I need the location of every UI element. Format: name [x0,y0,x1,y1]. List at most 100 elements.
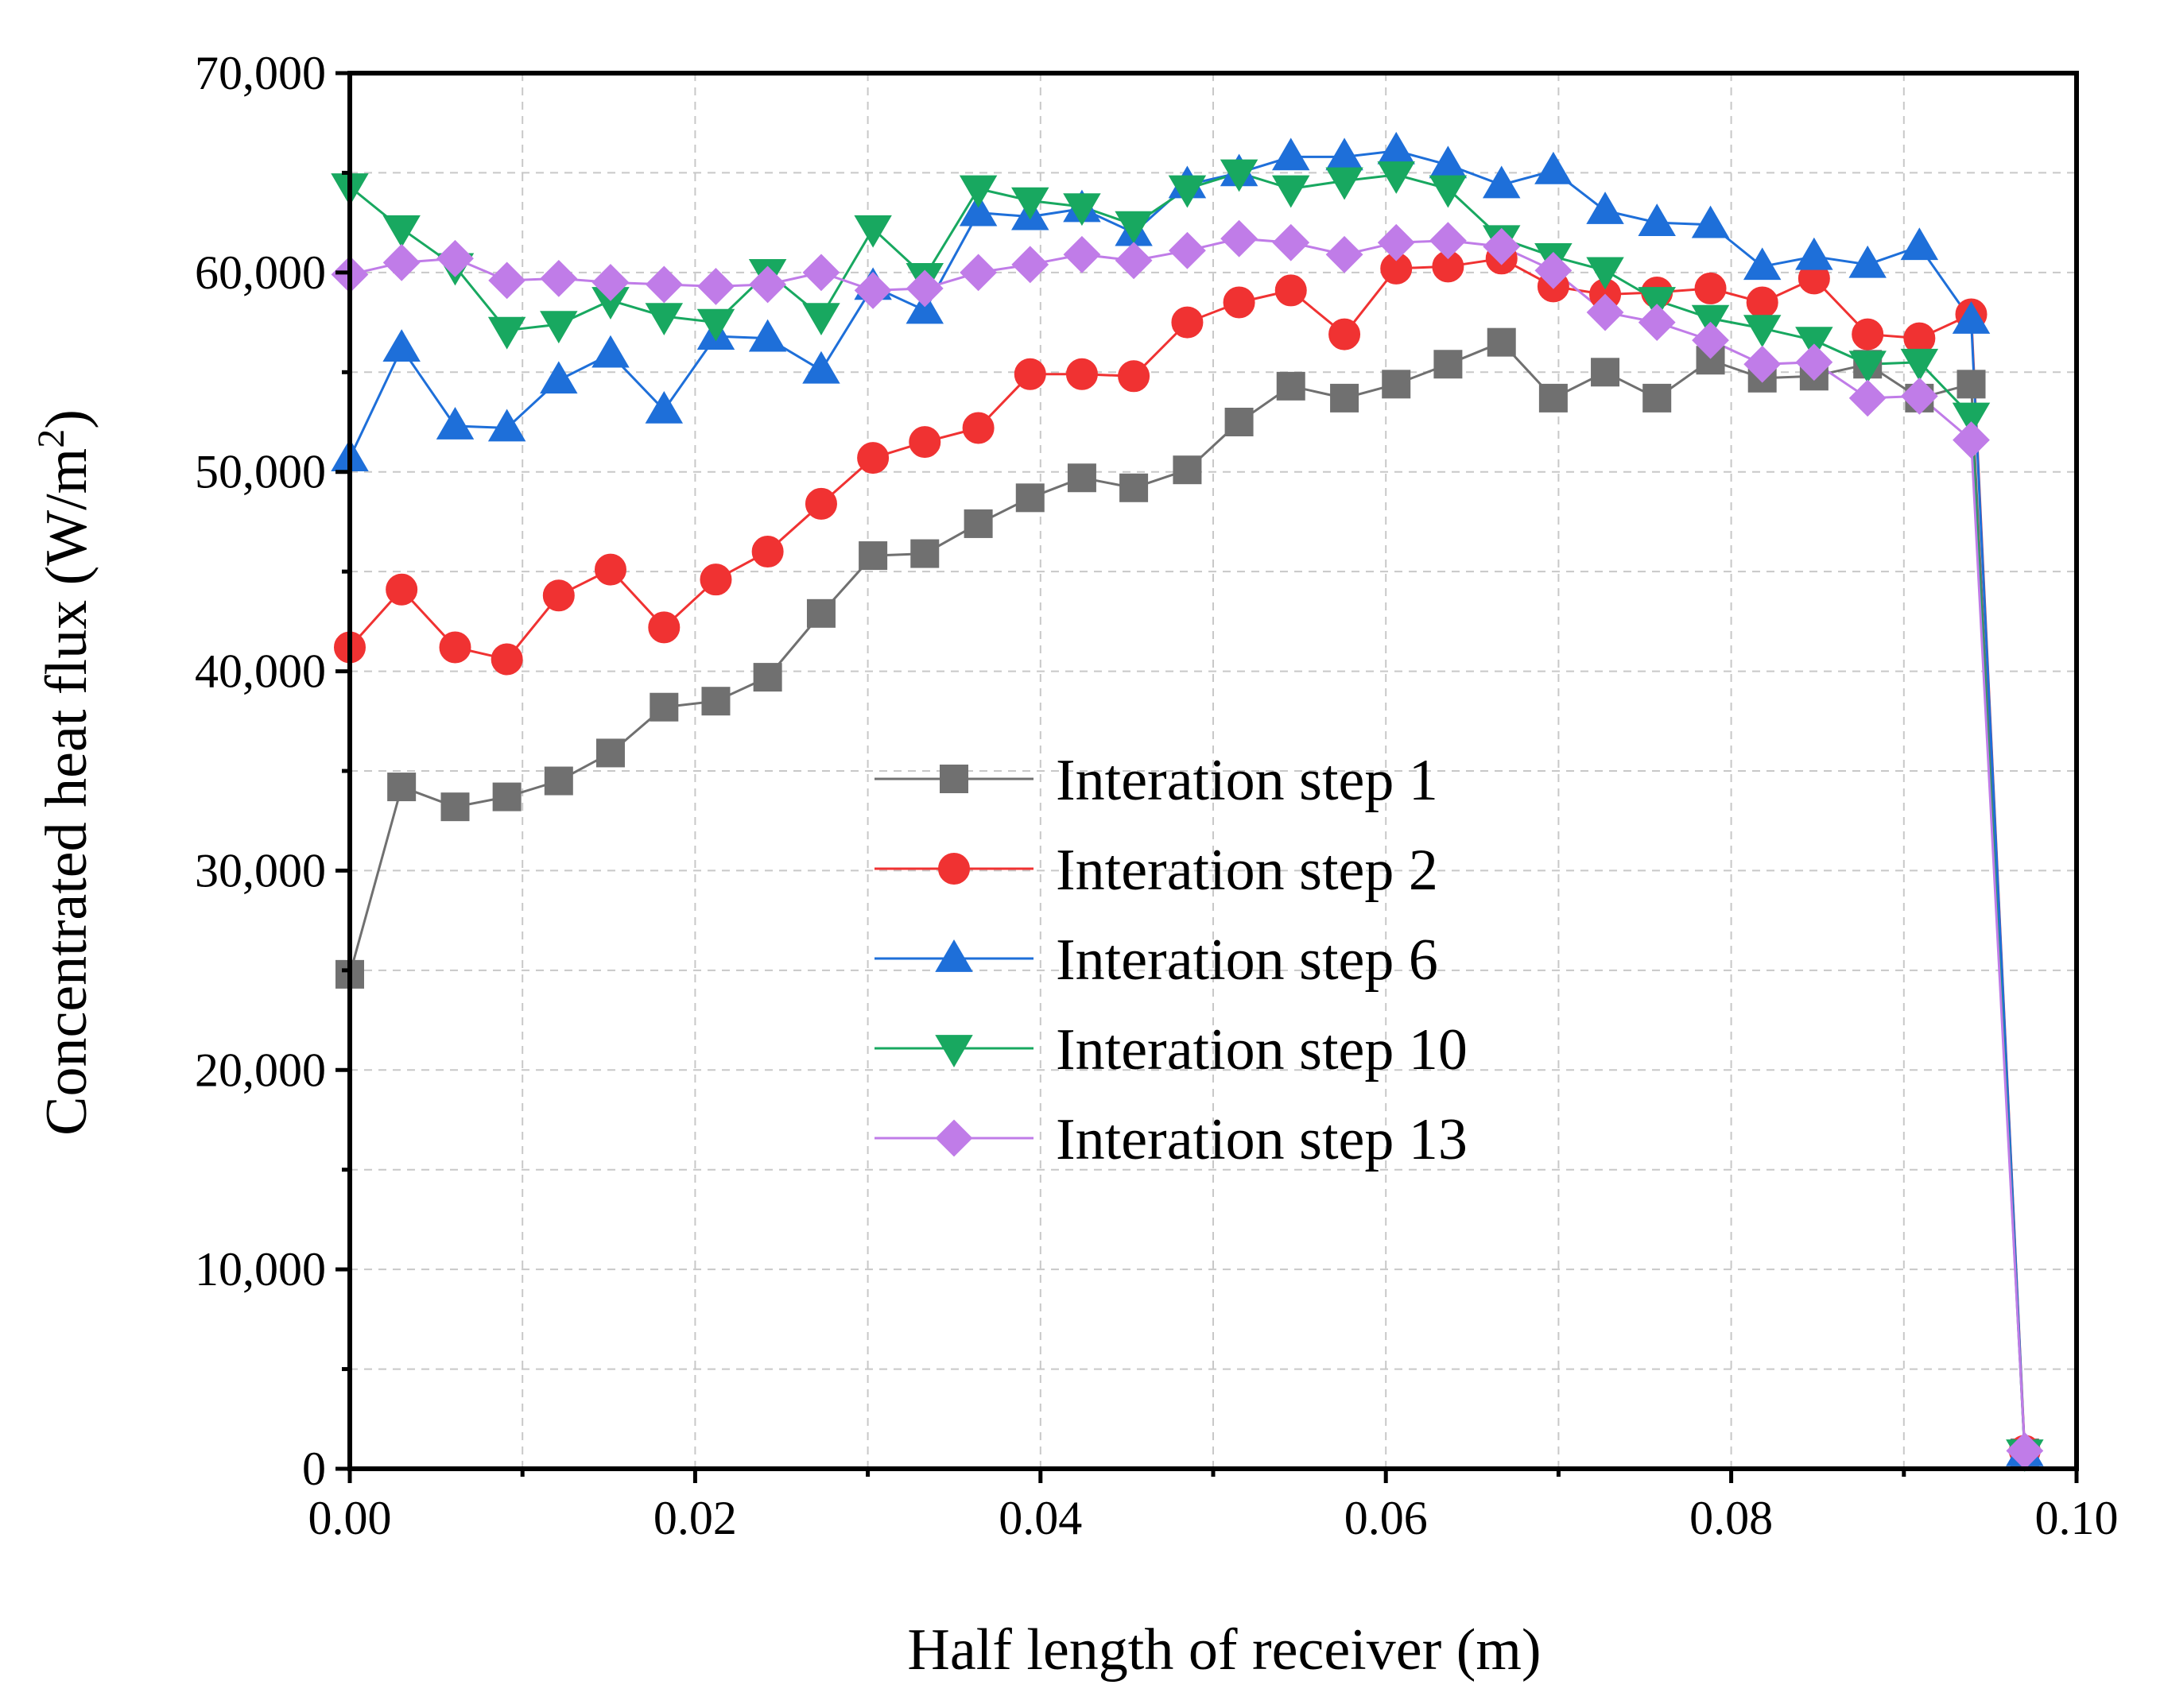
legend-label: Interation step 6 [1056,928,1438,993]
series-4-point [1586,257,1624,290]
series-3-point [540,361,578,394]
x-tick-label: 0.08 [1689,1492,1773,1544]
series-2-point [542,579,575,612]
series-5-point [382,243,421,281]
series-3-point [1586,192,1624,224]
series-5-point [1063,235,1101,273]
series-1-point [806,598,836,628]
series-4-point [1691,304,1730,338]
series-1-point [753,663,782,692]
series-1-point [650,692,679,722]
series-2-point [1746,286,1778,319]
series-5-point [645,265,683,304]
series-3-point [1691,205,1730,238]
series-5-point [1743,345,1782,383]
series-1-point [544,766,573,796]
y-tick-label: 10,000 [195,1243,326,1296]
series-2-point [648,611,681,644]
series-2-point [700,564,732,596]
series-3-point [1743,247,1782,281]
series-5-point [1795,343,1833,381]
series-2-point [1328,318,1361,351]
legend-item: Interation step 6 [875,928,1438,993]
legend-marker [935,1119,973,1157]
series-5-point [1586,293,1624,331]
legend-label: Interation step 13 [1056,1107,1468,1172]
series-3-point [959,193,998,227]
series-3-point [906,291,944,324]
series-1-point [1173,455,1202,485]
series-4-point [1743,315,1782,348]
series-5-point [802,254,840,292]
series-2-point [386,573,418,606]
series-5-points [331,219,2044,1470]
series-2-point [1118,360,1150,393]
x-tick-label: 0.00 [308,1492,392,1544]
y-tick-label: 60,000 [195,246,326,299]
series-1-point [859,541,888,571]
series-1-point [964,509,993,538]
series-1-point [1276,371,1305,401]
y-tick-label: 50,000 [195,446,326,498]
y-tick-label: 40,000 [195,645,326,698]
series-3-point [1900,227,1939,261]
series-2-point [1014,358,1046,390]
series-4-point [959,175,998,208]
series-5-point [906,269,944,308]
axis-ticks [335,71,2079,1483]
y-tick-label: 0 [302,1443,326,1495]
series-5-point [1272,223,1310,261]
series-2-point [1223,286,1255,319]
series-4-point [1220,159,1258,192]
series-2-point [594,553,626,586]
series-4-point [1011,187,1049,220]
y-axis-title-superscript: 2 [30,429,72,448]
series-1-point [595,738,625,768]
y-tick-label: 70,000 [195,47,326,99]
x-axis-title: Half length of receiver (m) [907,1617,1541,1683]
series-4-point [382,215,421,248]
series-3-point [1952,301,1991,334]
y-tick-labels: 0 10,000 20,000 30,000 40,000 50,000 60,000 70,… [195,47,326,1495]
series-4-point [1115,211,1153,244]
series-3-point [487,409,526,442]
legend: Interation step 1 Interation step 2 Intera… [875,748,1468,1172]
legend-item: Interation step 10 [875,1017,1468,1083]
series-2-point [751,536,784,568]
series-2-point [857,442,890,474]
series-3-point [802,351,840,384]
series-markers [331,131,2044,1472]
series-3-point [436,407,475,440]
series-4-point [1848,351,1887,384]
series-2-point [909,426,941,459]
series-4-point [1429,175,1468,208]
series-5-point [697,268,735,305]
legend-label: Interation step 1 [1056,748,1438,813]
series-3-point [1272,137,1310,171]
series-1-point [440,792,470,822]
series-1-point [1119,473,1149,502]
legend-item: Interation step 1 [875,748,1438,813]
series-2-point [1274,274,1307,307]
y-tick-label: 30,000 [195,844,326,897]
legend-label: Interation step 10 [1056,1017,1468,1083]
series-5-point [1534,251,1573,289]
series-2-point [1852,318,1884,351]
series-5-point [749,265,787,304]
series-4-point [487,316,526,350]
series-3-point [1482,165,1521,199]
series-4-point [802,303,840,336]
gridlines [350,73,2077,1469]
series-4-point [1168,175,1207,208]
legend-item: Interation step 2 [875,838,1438,903]
series-1-point [1957,370,1986,399]
y-axis-title-main: Concentrated heat flux (W/m [34,448,99,1136]
series-3-point [645,390,684,424]
legend-label: Interation step 2 [1056,838,1438,903]
legend-item: Interation step 13 [875,1107,1468,1172]
series-1-point [1224,408,1254,436]
series-1-point [387,773,417,802]
y-axis-title-end: ) [34,409,99,429]
series-2-points [334,242,2041,1467]
